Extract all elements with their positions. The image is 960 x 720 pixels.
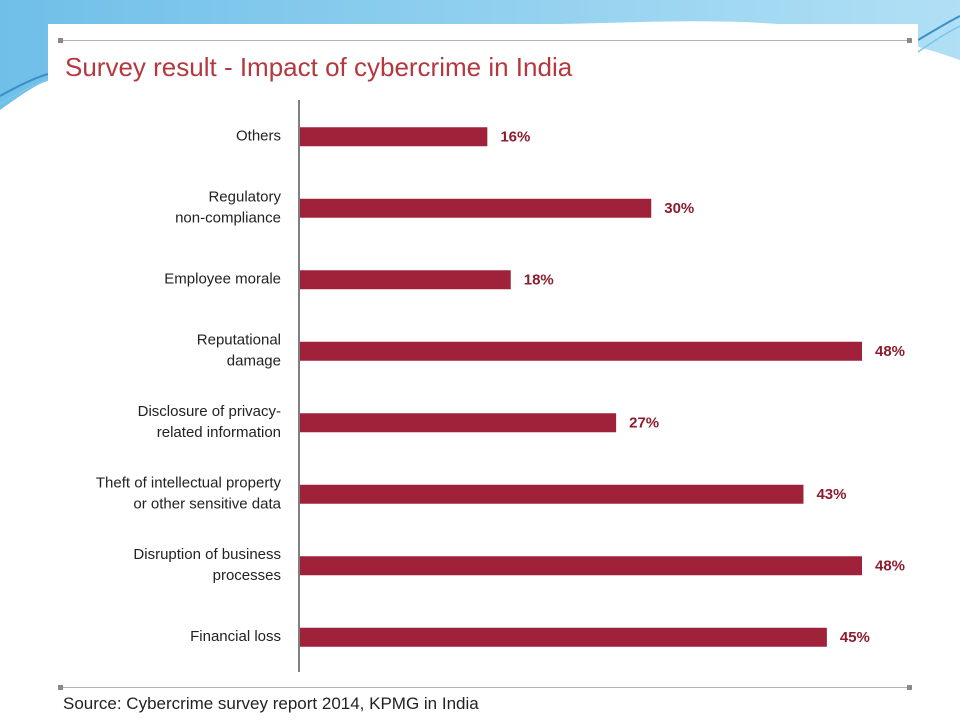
- bottom-left-corner-mark: [58, 685, 63, 690]
- top-left-corner-mark: [58, 38, 63, 43]
- bar-5: [300, 484, 804, 504]
- bottom-right-corner-mark: [907, 685, 912, 690]
- category-label-4: Disclosure of privacy-related informatio…: [138, 403, 281, 441]
- bar-0: [300, 127, 488, 147]
- category-label-5: Theft of intellectual property or other s…: [96, 475, 282, 513]
- chart-title: Survey result - Impact of cybercrime in …: [65, 52, 573, 82]
- bottom-rule: [60, 687, 912, 688]
- category-label-1: Regulatory non-compliance: [175, 189, 281, 227]
- category-label-2: Employee morale: [164, 271, 281, 288]
- top-right-corner-mark: [907, 38, 912, 43]
- bar-1: [300, 198, 652, 218]
- value-label-2: 18%: [524, 272, 554, 289]
- bar-3: [300, 341, 862, 361]
- value-label-1: 30%: [664, 200, 694, 217]
- category-label-7: Financial loss: [190, 628, 281, 645]
- source-note: Source: Cybercrime survey report 2014, K…: [63, 694, 479, 713]
- category-label-0: Others: [236, 128, 281, 145]
- top-rule: [60, 40, 912, 41]
- bar-2: [300, 270, 511, 290]
- value-label-3: 48%: [875, 343, 905, 360]
- category-label-6: Disruption of business processes: [133, 546, 281, 584]
- bar-6: [300, 556, 862, 576]
- value-label-5: 43%: [816, 486, 846, 503]
- bar-7: [300, 627, 827, 647]
- value-label-7: 45%: [840, 629, 870, 646]
- category-label-3: Reputational damage: [197, 332, 281, 370]
- bar-4: [300, 413, 617, 433]
- value-label-0: 16%: [500, 129, 530, 146]
- value-label-6: 48%: [875, 558, 905, 575]
- value-label-4: 27%: [629, 415, 659, 432]
